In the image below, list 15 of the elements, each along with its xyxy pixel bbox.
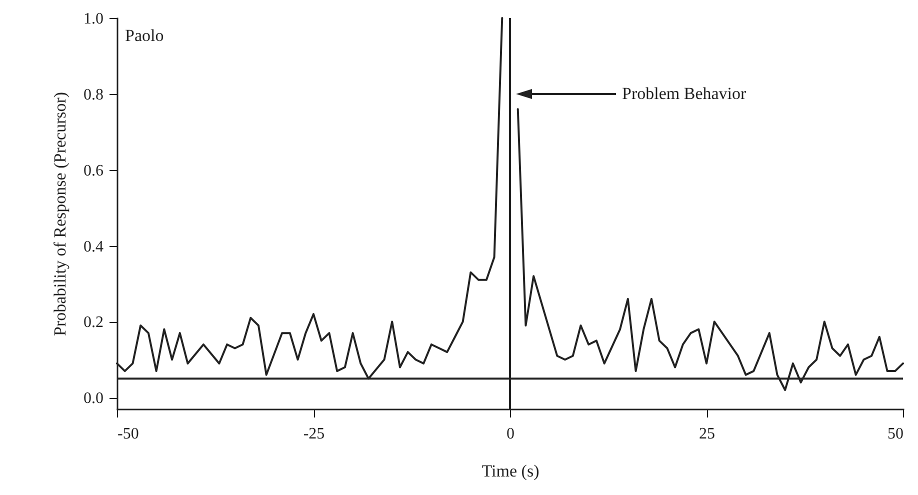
y-tick-label: 0.4 [84,238,104,256]
annotation: Paolo [125,26,164,45]
x-axis-title: Time (s) [482,462,540,480]
y-axis-title: Probability of Response (Precursor) [50,92,70,336]
x-tick-label: 0 [506,426,514,442]
x-tick-label: -25 [303,426,325,442]
x-tick-label: 25 [699,426,715,442]
x-tick-label: 50 [888,426,904,442]
y-tick-label: 1.0 [84,10,104,28]
y-tick-label: 0.8 [84,86,104,104]
y-tick-label: 0.0 [84,390,104,408]
annotation: Problem Behavior [622,84,747,103]
y-tick-label: 0.2 [84,314,104,332]
x-tick-label: -50 [118,426,139,442]
y-tick-label: 0.6 [84,162,104,180]
